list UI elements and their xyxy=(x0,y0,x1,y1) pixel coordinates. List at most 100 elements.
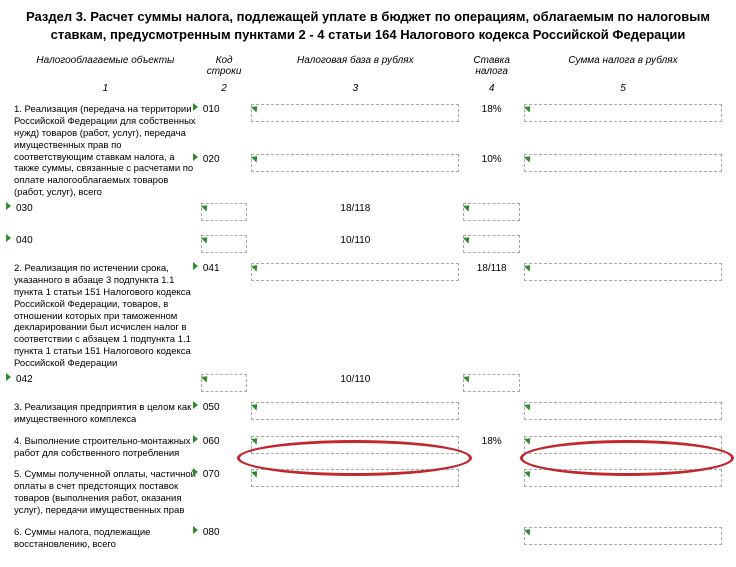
tax-amount-input[interactable] xyxy=(524,402,722,420)
table-row: 6. Суммы налога, подлежащие восстановлен… xyxy=(12,525,724,553)
line-code: 010 xyxy=(199,102,249,142)
header-rate: Ставка налога xyxy=(461,53,522,81)
tax-amount-cell xyxy=(522,152,724,192)
tax-amount-input[interactable] xyxy=(524,527,722,545)
tax-amount-input[interactable] xyxy=(524,469,722,487)
spacer-row xyxy=(12,553,724,559)
tax-rate: 18% xyxy=(461,434,522,462)
tax-rate: 10/110 xyxy=(249,372,461,394)
marker-icon xyxy=(524,526,533,535)
tax-base-input[interactable] xyxy=(251,402,459,420)
marker-icon xyxy=(463,373,472,382)
marker-icon xyxy=(463,202,472,211)
line-code-text: 042 xyxy=(16,374,33,385)
line-code: 030 xyxy=(12,201,199,223)
tax-amount-input[interactable] xyxy=(463,235,520,253)
line-code-text: 060 xyxy=(203,436,220,447)
marker-icon xyxy=(201,202,210,211)
marker-icon xyxy=(201,373,210,382)
tax-base-cell xyxy=(249,152,461,192)
tax-base-input[interactable] xyxy=(201,203,247,221)
line-code-text: 040 xyxy=(16,235,33,246)
tax-rate: 18/118 xyxy=(461,261,522,362)
line-code-text: 041 xyxy=(203,263,220,274)
tax-rate: 10% xyxy=(461,152,522,192)
tax-amount-cell xyxy=(522,400,724,428)
tax-amount-cell xyxy=(461,201,522,223)
tax-base-cell xyxy=(249,434,461,462)
tax-base-input[interactable] xyxy=(201,235,247,253)
colnum-3: 3 xyxy=(249,81,461,102)
table-row: 1. Реализация (передача на территории Ро… xyxy=(12,102,724,142)
colnum-2: 2 xyxy=(199,81,249,102)
object-text: 6. Суммы налога, подлежащие восстановлен… xyxy=(12,525,199,553)
tax-amount-input[interactable] xyxy=(524,104,722,122)
marker-icon xyxy=(251,262,260,271)
line-code-text: 080 xyxy=(203,527,220,538)
line-code-text: 010 xyxy=(203,104,220,115)
table-row: 03018/118 xyxy=(12,201,724,223)
line-code: 060 xyxy=(199,434,249,462)
header-base: Налоговая база в рублях xyxy=(249,53,461,81)
marker-icon xyxy=(251,103,260,112)
tax-base-input[interactable] xyxy=(251,469,459,487)
marker-icon xyxy=(524,401,533,410)
line-code-text: 070 xyxy=(203,469,220,480)
colnum-5: 5 xyxy=(522,81,724,102)
tax-amount-cell xyxy=(522,261,724,362)
marker-icon xyxy=(193,262,198,270)
tax-base-input[interactable] xyxy=(251,104,459,122)
tax-base-input[interactable] xyxy=(251,263,459,281)
marker-icon xyxy=(193,103,198,111)
line-code-text: 050 xyxy=(203,402,220,413)
tax-amount-input[interactable] xyxy=(463,203,520,221)
tax-base-input[interactable] xyxy=(201,374,247,392)
tax-base-input[interactable] xyxy=(251,154,459,172)
tax-base-cell xyxy=(249,400,461,428)
tax-rate: 18% xyxy=(461,102,522,142)
tax-rate xyxy=(461,525,522,553)
line-code: 020 xyxy=(199,152,249,192)
tax-amount-cell xyxy=(522,525,724,553)
tax-table: Налогооблагаемые объекты Код строки Нало… xyxy=(12,53,724,559)
tax-amount-cell xyxy=(522,467,724,519)
marker-icon xyxy=(524,435,533,444)
table-row: 3. Реализация предприятия в целом как им… xyxy=(12,400,724,428)
table-row: 042 10/110 xyxy=(12,372,724,394)
table-row: 04010/110 xyxy=(12,233,724,255)
tax-base-cell xyxy=(199,233,249,255)
marker-icon xyxy=(524,153,533,162)
tax-rate xyxy=(461,467,522,519)
line-code-text: 030 xyxy=(16,203,33,214)
tax-amount-input[interactable] xyxy=(463,374,520,392)
object-text: 2. Реализация по истечении срока, указан… xyxy=(12,261,199,372)
marker-icon xyxy=(193,153,198,161)
tax-amount-input[interactable] xyxy=(524,263,722,281)
marker-icon xyxy=(6,234,11,242)
marker-icon xyxy=(524,103,533,112)
tax-base-input[interactable] xyxy=(251,436,459,454)
tax-amount-input[interactable] xyxy=(524,436,722,454)
line-code: 070 xyxy=(199,467,249,519)
header-row: Налогооблагаемые объекты Код строки Нало… xyxy=(12,53,724,81)
tax-amount-input[interactable] xyxy=(524,154,722,172)
line-code: 080 xyxy=(199,525,249,553)
table-row: 4. Выполнение строительно-монтажных рабо… xyxy=(12,434,724,462)
object-text: 3. Реализация предприятия в целом как им… xyxy=(12,400,199,428)
table-row: 5. Суммы полученной оплаты, частичной оп… xyxy=(12,467,724,519)
tax-amount-cell xyxy=(522,102,724,142)
tax-base-cell xyxy=(249,102,461,142)
object-text: 1. Реализация (передача на территории Ро… xyxy=(12,102,199,201)
form-wrap: Раздел 3. Расчет суммы налога, подлежаще… xyxy=(12,8,724,559)
tax-amount-cell xyxy=(461,372,522,394)
marker-icon xyxy=(193,468,198,476)
marker-icon xyxy=(193,435,198,443)
spacer-row xyxy=(12,223,724,233)
table-row: 2. Реализация по истечении срока, указан… xyxy=(12,261,724,362)
line-code: 040 xyxy=(12,233,199,255)
colnum-1: 1 xyxy=(12,81,199,102)
marker-icon xyxy=(251,435,260,444)
tax-amount-cell xyxy=(461,233,522,255)
line-code: 050 xyxy=(199,400,249,428)
marker-icon xyxy=(6,202,11,210)
